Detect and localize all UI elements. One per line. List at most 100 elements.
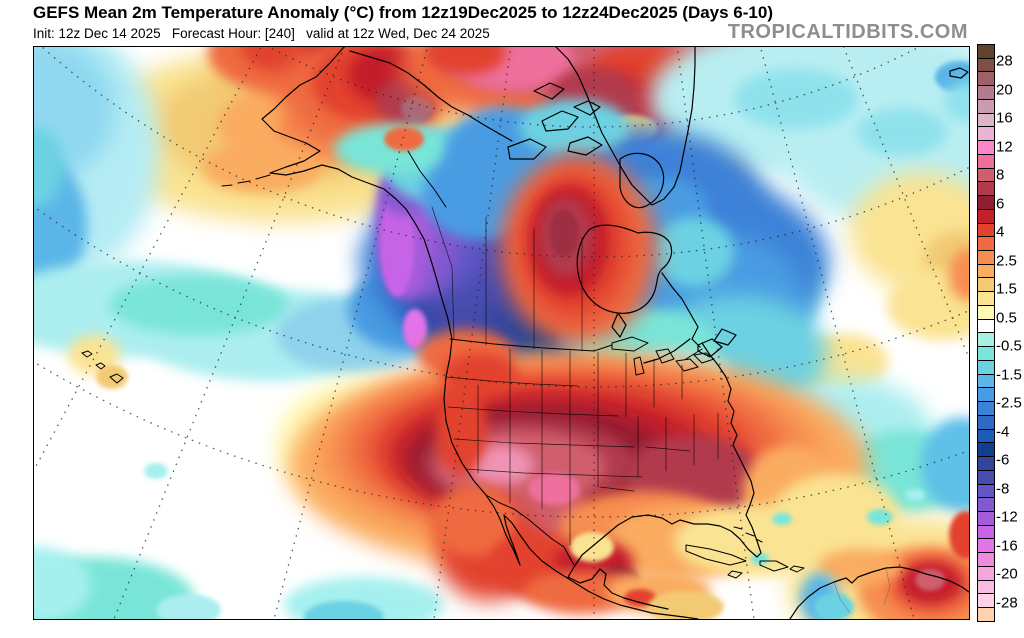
border-us-canada [449,338,703,360]
colorbar-band [978,469,994,484]
colorbar-band [978,373,994,388]
border-alaska-yukon [407,150,447,208]
anomaly-blob [674,505,838,577]
anomaly-blob [818,549,902,585]
colorbar-tick-label: 28 [996,52,1013,70]
anomaly-blob [157,594,221,619]
anomaly-blob [34,547,91,619]
anomaly-blob [915,569,945,591]
coast-west-northamerica [261,47,699,619]
coast-arctic-alaska [349,50,513,142]
colorbar-tick-label: -12 [996,508,1018,526]
colorbar-band [978,359,994,374]
aleutian-islands [221,174,271,187]
colorbar-band [978,414,994,429]
colorbar-band [978,442,994,457]
colorbar-tick-label: 0.5 [996,309,1017,326]
anomaly-blob [524,570,640,614]
watermark-tropicaltidbits: TROPICALTIDBITS.COM [727,21,968,43]
jamaica [727,570,743,579]
colorbar-band [978,71,994,86]
colorbar-band [978,318,994,333]
colorbar-band [978,607,994,621]
anomaly-blob [648,591,724,619]
anomaly-blob [435,383,487,475]
anomaly-blob [549,209,579,257]
anomaly-blob [519,99,629,155]
colorbar-band [978,181,994,196]
anomaly-blob [96,365,128,389]
colorbar-tick-label: -8 [996,480,1010,497]
borders-south-america [833,567,891,614]
anomaly-blob [772,513,792,525]
anomaly-blob [384,127,424,151]
colorbar-tick-label: 12 [996,138,1013,155]
anomaly-blob [304,601,384,619]
baffin-island [619,152,665,209]
colorbar-tick-label: -16 [996,537,1018,554]
iceland [949,67,969,79]
anomaly-blob [654,217,734,287]
colorbar-band [978,524,994,539]
colorbar-tick-label: -2.5 [996,394,1022,412]
anomaly-blob [706,467,746,519]
anomaly-blob [624,589,656,607]
colorbar-band [978,579,994,594]
colorbar-band [978,195,994,209]
colorbar-band [978,45,994,58]
init-forecast-line: Init: 12z Dec 14 2025 Forecast Hour: [24… [33,26,490,41]
colorbar-tick-label: 2.5 [996,252,1017,269]
anomaly-map [33,46,970,620]
anomaly-blob [857,108,947,156]
border-us-mexico [485,494,575,566]
anomaly-blob [426,47,506,75]
colorbar-tick-label: 1.5 [996,280,1017,298]
anomaly-blob [905,489,925,501]
colorbar-band [978,593,994,608]
arctic-islands [507,82,603,160]
colorbar-band [978,401,994,415]
colorbar-tick-label: -0.5 [996,337,1022,355]
colorbar-band [978,277,994,292]
greenland-coast [555,47,696,206]
colorbar-band [978,263,994,278]
puerto-rico [789,565,805,573]
colorbar-band [978,153,994,168]
anomaly-blob [68,335,120,375]
colorbar-band [978,332,994,347]
colorbar-band [978,222,994,237]
colorbar-band [978,98,994,113]
colorbar-band [978,552,994,566]
anomaly-blob [109,275,289,335]
colorbar-band [978,456,994,470]
borders-us-states [445,348,719,546]
colorbar-tick-label: -20 [996,565,1018,583]
anomaly-blob [403,309,427,349]
bahamas [733,526,763,543]
anomaly-blob [949,511,969,559]
anomaly-blob [887,270,969,340]
colorbar-band [978,167,994,182]
anomaly-blob [380,193,414,297]
colorbar-band [978,387,994,402]
colorbar-band [978,483,994,498]
colorbar-tick-label: 8 [996,166,1005,184]
anomaly-blob [921,417,969,513]
anomaly-blob [528,473,580,505]
borders-canadian-provinces [431,206,583,352]
colorbar-band [978,497,994,511]
coast-east-us-gulf [567,328,762,610]
page-title: GEFS Mean 2m Temperature Anomaly (°C) fr… [33,3,773,22]
anomaly-blob [814,593,854,619]
anomaly-blob [401,96,433,122]
colorbar-band [978,510,994,525]
anomaly-blob [432,485,516,557]
great-lakes [611,336,715,376]
anomaly-blob [144,463,168,479]
colorbar-tick-label: -1.5 [996,366,1022,383]
colorbar-band [978,291,994,305]
colorbar-tick-label: 20 [996,81,1013,98]
colorbar-band [978,57,994,72]
colorbar-tick-label: -28 [996,594,1018,611]
labrador-newfoundland [643,272,723,364]
